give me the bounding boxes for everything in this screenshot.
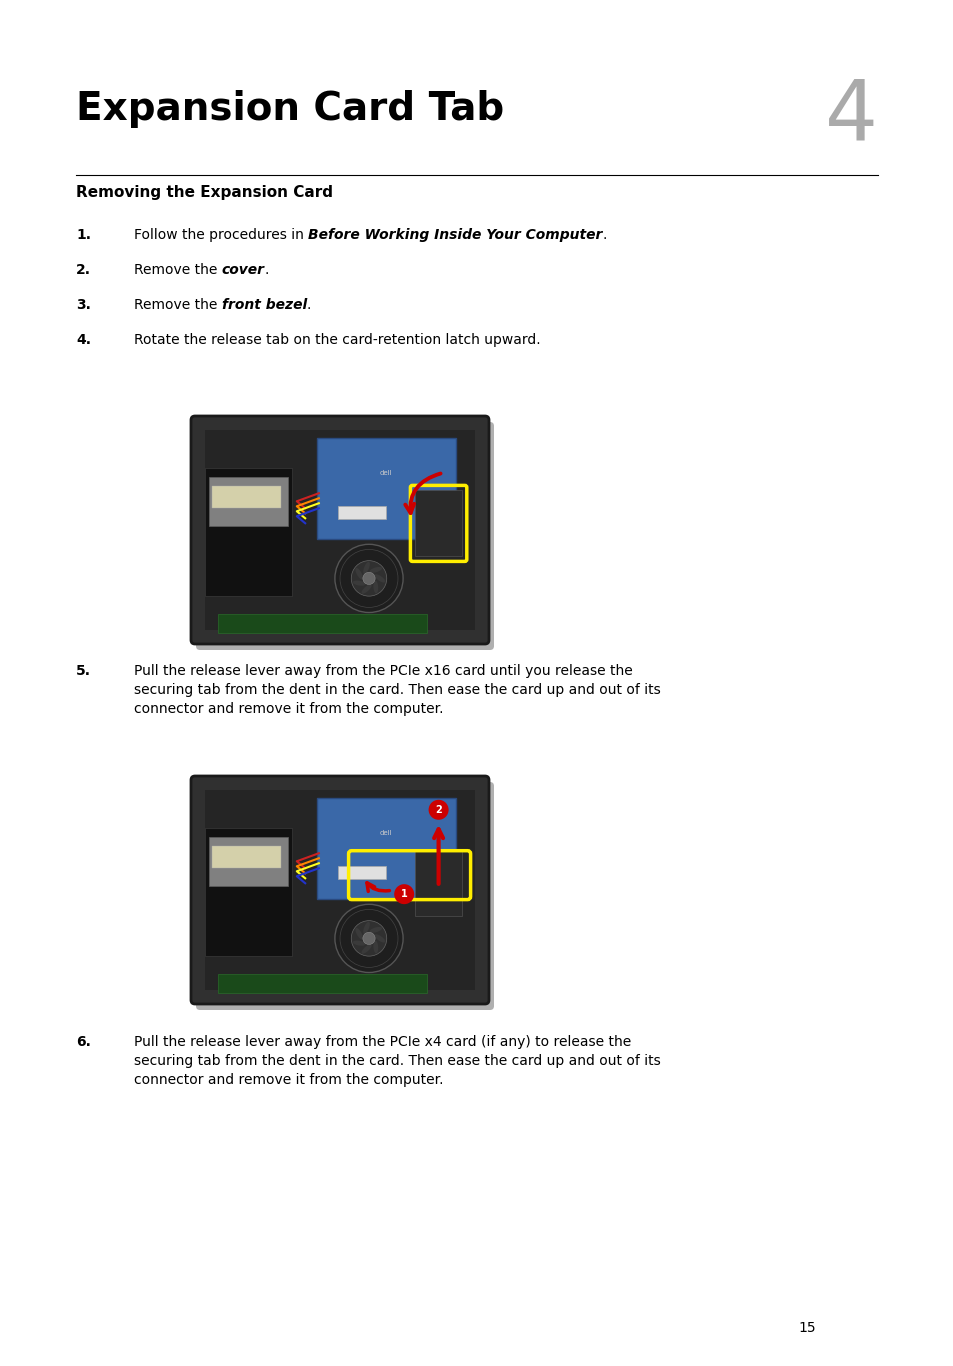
- FancyBboxPatch shape: [195, 422, 494, 650]
- Bar: [205, 469, 292, 596]
- Bar: [205, 790, 475, 990]
- Bar: [337, 507, 386, 519]
- Text: .: .: [602, 228, 606, 242]
- Bar: [316, 798, 456, 899]
- Text: dell: dell: [379, 470, 393, 475]
- Text: Remove the: Remove the: [133, 298, 221, 311]
- Text: 1: 1: [400, 889, 407, 899]
- Bar: [337, 866, 386, 878]
- Ellipse shape: [373, 940, 377, 953]
- Ellipse shape: [355, 568, 362, 579]
- Text: connector and remove it from the computer.: connector and remove it from the compute…: [133, 702, 443, 716]
- Text: securing tab from the dent in the card. Then ease the card up and out of its: securing tab from the dent in the card. …: [133, 1055, 660, 1068]
- Text: Follow the procedures in: Follow the procedures in: [133, 228, 308, 242]
- Text: 15: 15: [798, 1321, 815, 1335]
- Circle shape: [351, 921, 386, 956]
- Bar: [415, 490, 461, 556]
- Text: 3.: 3.: [76, 298, 91, 311]
- Circle shape: [362, 572, 375, 585]
- Bar: [209, 477, 288, 526]
- Bar: [205, 828, 292, 956]
- Ellipse shape: [369, 567, 381, 572]
- Circle shape: [335, 544, 403, 612]
- Ellipse shape: [373, 581, 377, 593]
- Bar: [209, 837, 288, 885]
- Circle shape: [362, 932, 375, 944]
- Text: 2: 2: [435, 805, 441, 814]
- Bar: [218, 613, 427, 634]
- Circle shape: [351, 560, 386, 596]
- Ellipse shape: [361, 585, 372, 594]
- Text: .: .: [265, 264, 269, 277]
- Text: front bezel: front bezel: [221, 298, 307, 311]
- Text: Pull the release lever away from the PCIe x4 card (if any) to release the: Pull the release lever away from the PCI…: [133, 1035, 631, 1049]
- Ellipse shape: [374, 934, 385, 943]
- Ellipse shape: [369, 928, 381, 933]
- Ellipse shape: [355, 928, 362, 940]
- Text: connector and remove it from the computer.: connector and remove it from the compute…: [133, 1074, 443, 1087]
- Bar: [205, 430, 475, 630]
- Text: 2.: 2.: [76, 264, 91, 277]
- Text: 5.: 5.: [76, 664, 91, 678]
- Ellipse shape: [353, 941, 365, 945]
- FancyBboxPatch shape: [191, 776, 489, 1004]
- Text: Pull the release lever away from the PCIe x16 card until you release the: Pull the release lever away from the PCI…: [133, 664, 632, 678]
- Text: .: .: [307, 298, 311, 311]
- Text: Remove the: Remove the: [133, 264, 221, 277]
- Circle shape: [428, 800, 448, 820]
- Bar: [212, 846, 281, 867]
- Ellipse shape: [363, 922, 370, 934]
- Text: securing tab from the dent in the card. Then ease the card up and out of its: securing tab from the dent in the card. …: [133, 683, 660, 697]
- Text: 4.: 4.: [76, 333, 91, 347]
- Circle shape: [394, 884, 414, 904]
- Text: 6.: 6.: [76, 1035, 91, 1049]
- FancyBboxPatch shape: [191, 417, 489, 643]
- Text: Rotate the release tab on the card-retention latch upward.: Rotate the release tab on the card-reten…: [133, 333, 540, 347]
- Ellipse shape: [374, 574, 385, 583]
- Text: Expansion Card Tab: Expansion Card Tab: [76, 90, 504, 128]
- Ellipse shape: [361, 944, 372, 953]
- FancyBboxPatch shape: [195, 781, 494, 1009]
- Bar: [218, 974, 427, 993]
- Bar: [415, 851, 461, 917]
- Ellipse shape: [353, 581, 365, 586]
- Bar: [316, 437, 456, 538]
- Text: dell: dell: [379, 831, 393, 836]
- Ellipse shape: [363, 561, 370, 574]
- Circle shape: [335, 904, 403, 973]
- Bar: [212, 486, 281, 508]
- Text: 1.: 1.: [76, 228, 91, 242]
- Text: Before Working Inside Your Computer: Before Working Inside Your Computer: [308, 228, 602, 242]
- Text: cover: cover: [221, 264, 265, 277]
- Text: Removing the Expansion Card: Removing the Expansion Card: [76, 184, 333, 199]
- Text: 4: 4: [824, 75, 877, 156]
